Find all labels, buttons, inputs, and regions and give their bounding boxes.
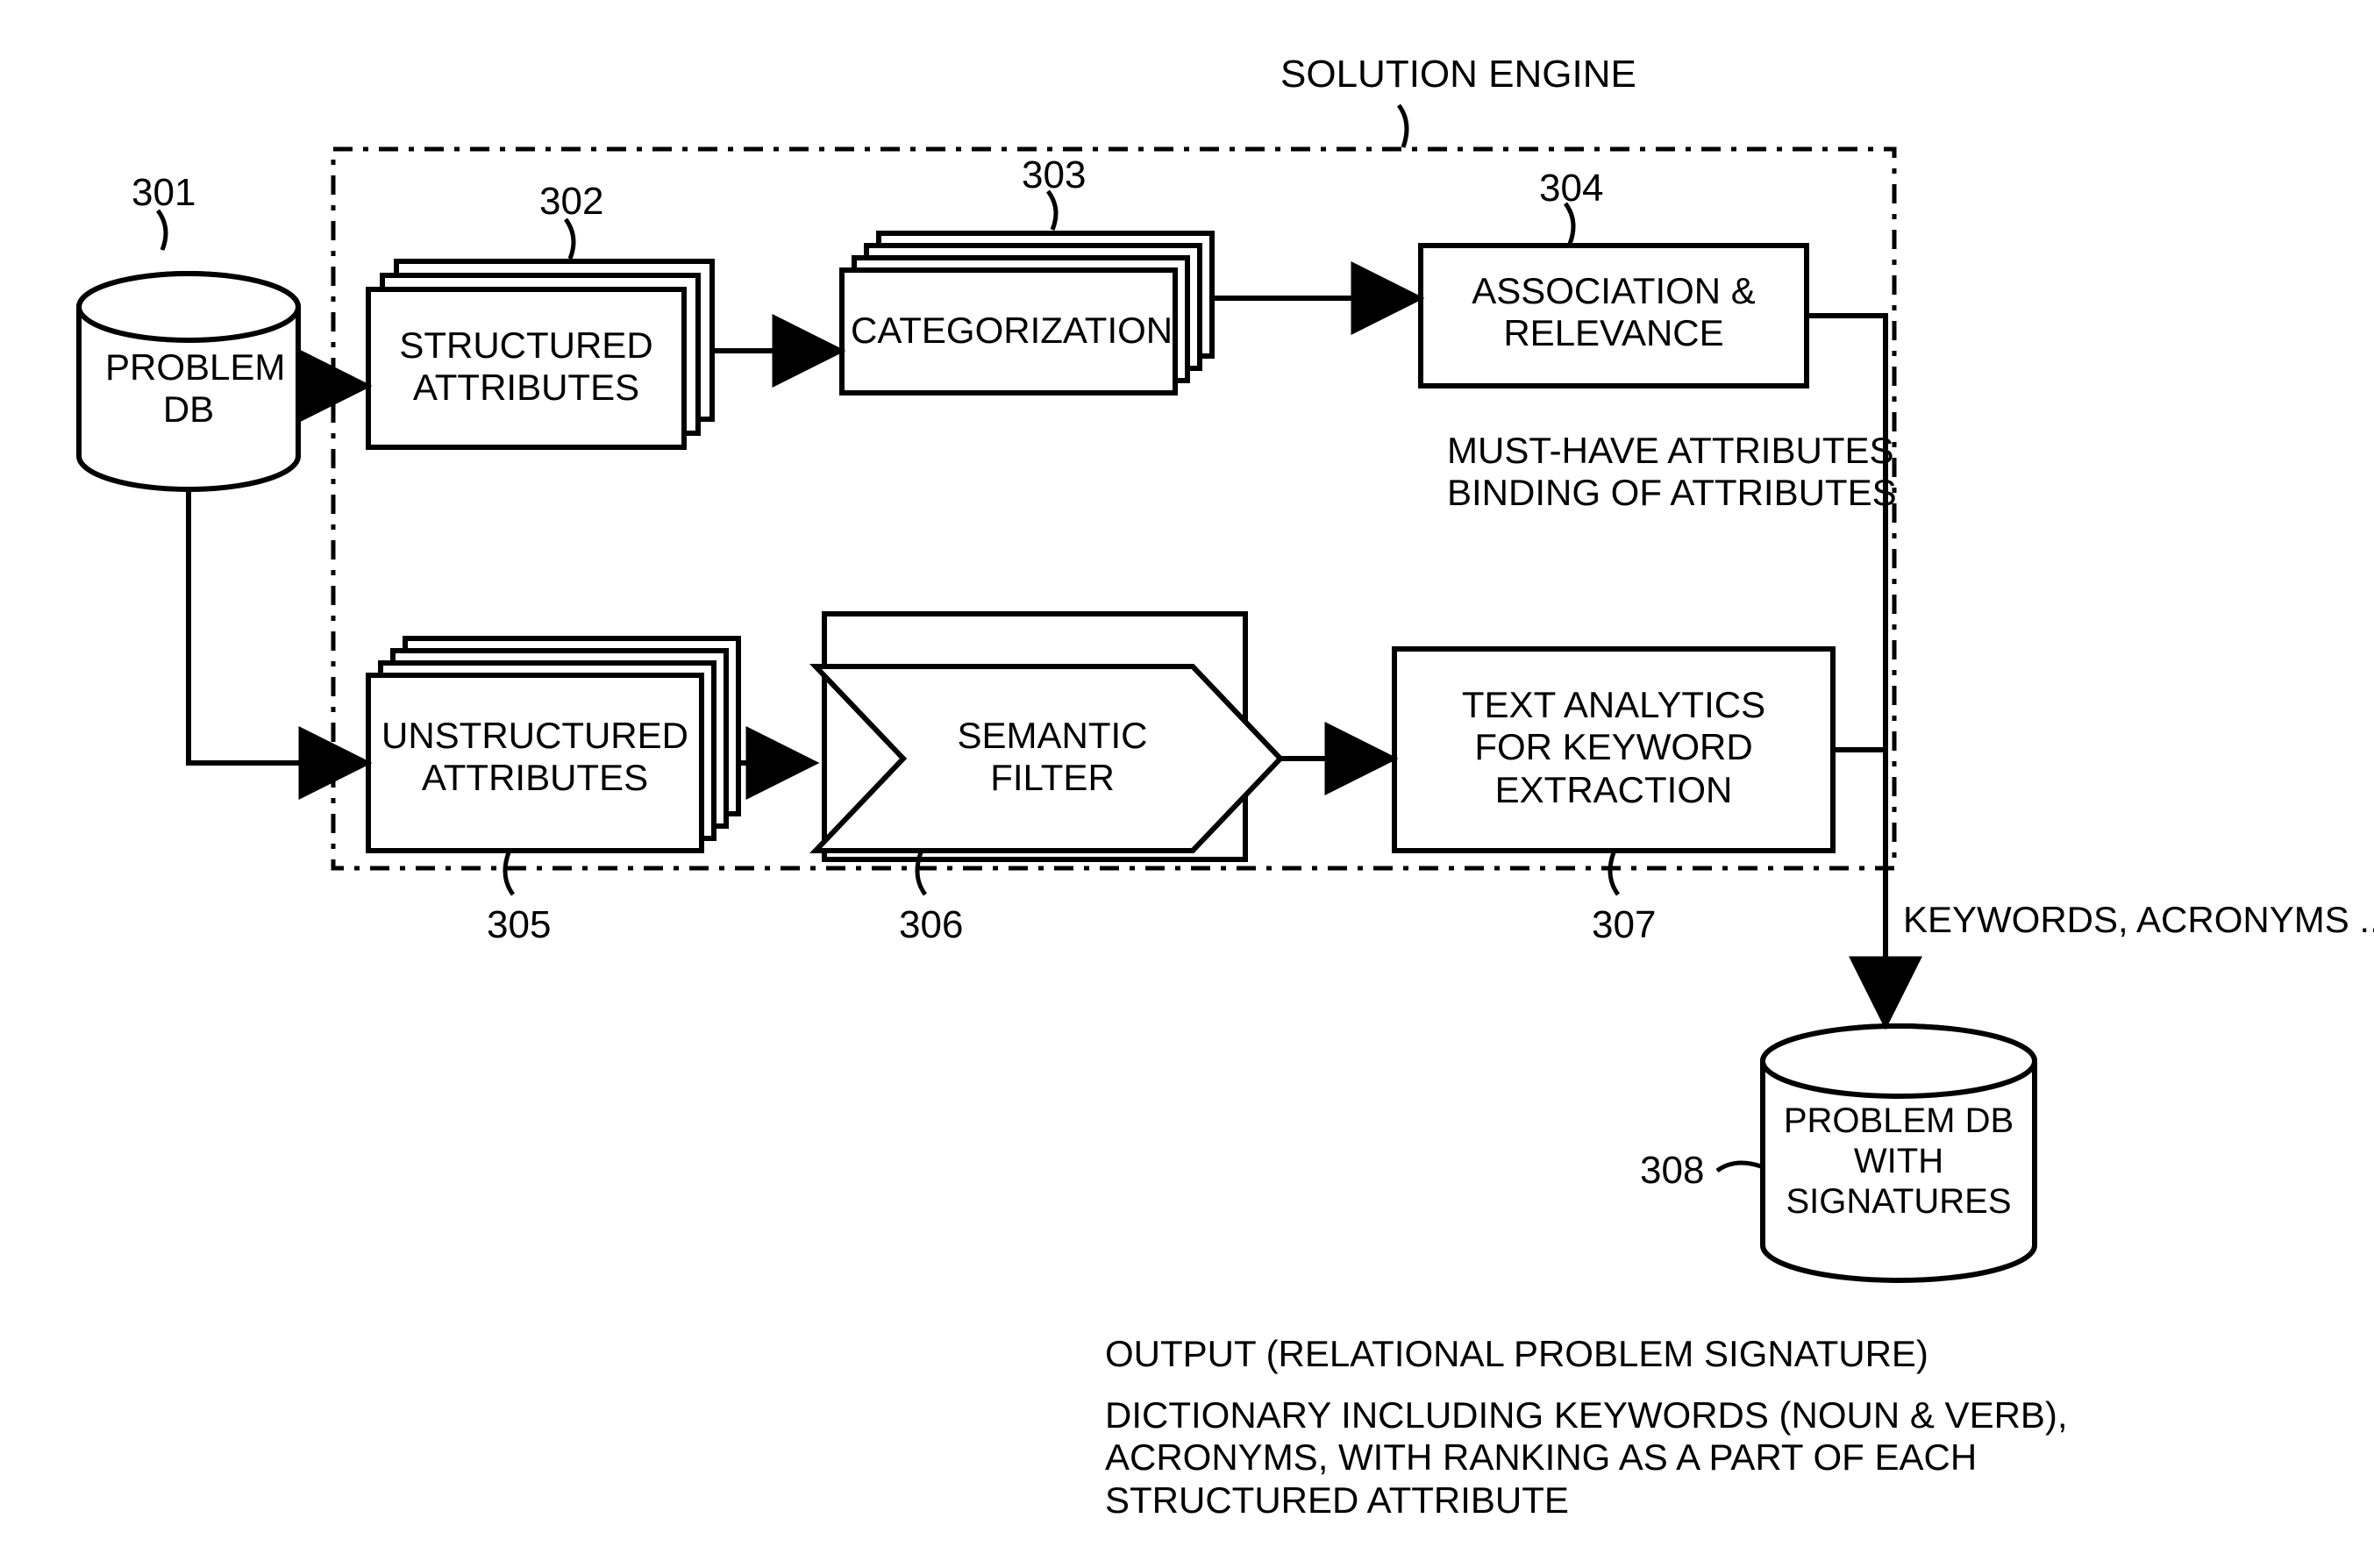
label-304: ASSOCIATION & RELEVANCE: [1429, 270, 1798, 355]
label-output-2: DICTIONARY INCLUDING KEYWORDS (NOUN & VE…: [1105, 1394, 2068, 1522]
label-output-1: OUTPUT (RELATIONAL PROBLEM SIGNATURE): [1105, 1333, 1928, 1375]
label-306: SEMANTIC FILTER: [930, 715, 1175, 800]
ref-306: 306: [899, 903, 963, 948]
leader-308: [1717, 1163, 1761, 1171]
ref-305: 305: [487, 903, 551, 948]
leader-solution-engine: [1399, 105, 1407, 147]
ref-307: 307: [1592, 903, 1656, 948]
label-301-problem-db: PROBLEM DB: [105, 346, 272, 431]
ref-308: 308: [1640, 1149, 1704, 1194]
edge-301-305: [189, 489, 365, 763]
label-solution-engine: SOLUTION ENGINE: [1280, 53, 1636, 97]
leader-305: [505, 852, 513, 894]
label-keywords-acronyms: KEYWORDS, ACRONYMS ...: [1903, 899, 2374, 941]
ref-303: 303: [1022, 153, 1086, 198]
leader-307: [1610, 852, 1618, 894]
label-302: STRUCTURED ATTRIBUTES: [377, 324, 675, 410]
label-307: TEXT ANALYTICS FOR KEYWORD EXTRACTION: [1403, 684, 1824, 811]
label-308: PROBLEM DB WITH SIGNATURES: [1780, 1101, 2017, 1222]
diagram-stage: SOLUTION ENGINE PROBLEM DB STRUCTURED AT…: [0, 0, 2374, 1568]
leader-301: [158, 210, 166, 250]
leader-302: [566, 219, 574, 259]
label-305: UNSTRUCTURED ATTRIBUTES: [377, 715, 693, 800]
ref-301: 301: [132, 171, 196, 216]
label-must-have: MUST-HAVE ATTRIBUTES BINDING OF ATTRIBUT…: [1447, 430, 1938, 515]
label-303: CATEGORIZATION: [851, 310, 1166, 352]
ref-304: 304: [1539, 167, 1603, 211]
ref-302: 302: [539, 180, 603, 225]
